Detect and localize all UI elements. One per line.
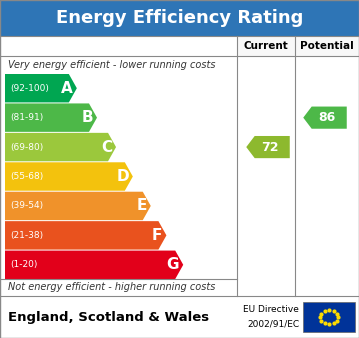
Polygon shape (5, 221, 167, 249)
Text: Current: Current (244, 41, 288, 51)
Bar (303, 302, 355, 332)
Text: (69-80): (69-80) (10, 143, 43, 151)
Text: EU Directive: EU Directive (243, 306, 299, 314)
Polygon shape (5, 133, 116, 161)
Polygon shape (5, 74, 77, 102)
Text: Energy Efficiency Rating: Energy Efficiency Rating (56, 9, 303, 27)
Polygon shape (246, 136, 290, 158)
Text: (1-20): (1-20) (10, 260, 37, 269)
Polygon shape (5, 250, 183, 279)
Text: 2002/91/EC: 2002/91/EC (247, 319, 299, 329)
Text: (81-91): (81-91) (10, 113, 43, 122)
Text: Potential: Potential (300, 41, 354, 51)
Text: B: B (81, 110, 93, 125)
Text: (55-68): (55-68) (10, 172, 43, 181)
Polygon shape (5, 103, 97, 132)
Polygon shape (303, 106, 347, 129)
Polygon shape (5, 162, 133, 191)
Bar (237, 36, 359, 56)
Text: C: C (101, 140, 112, 154)
Text: (39-54): (39-54) (10, 201, 43, 211)
Text: A: A (61, 81, 73, 96)
Polygon shape (5, 192, 151, 220)
Text: Very energy efficient - lower running costs: Very energy efficient - lower running co… (8, 59, 215, 70)
Text: D: D (116, 169, 129, 184)
Text: F: F (152, 228, 162, 243)
Text: G: G (167, 257, 179, 272)
Text: 72: 72 (261, 141, 279, 153)
Text: (92-100): (92-100) (10, 84, 49, 93)
Text: E: E (136, 198, 147, 213)
Bar (0, 296, 359, 338)
Text: (21-38): (21-38) (10, 231, 43, 240)
Text: England, Scotland & Wales: England, Scotland & Wales (8, 311, 209, 323)
Text: Not energy efficient - higher running costs: Not energy efficient - higher running co… (8, 283, 215, 292)
Bar (0, 0, 359, 36)
Text: 86: 86 (318, 111, 336, 124)
